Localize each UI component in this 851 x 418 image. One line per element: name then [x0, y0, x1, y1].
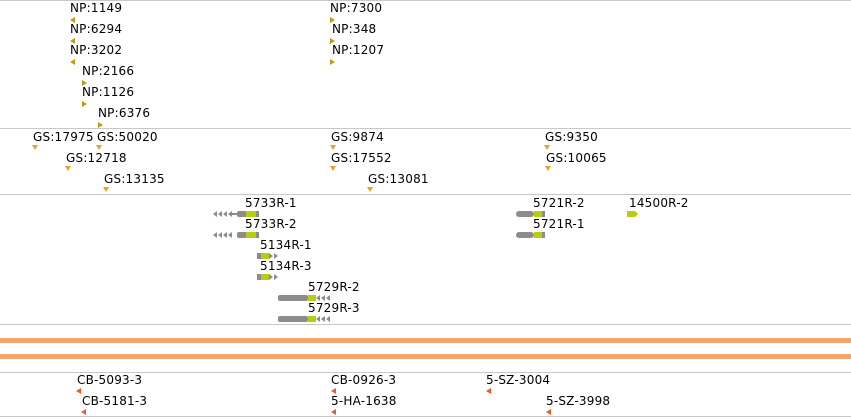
feature-label[interactable]: 5721R-1	[533, 217, 585, 231]
gs-label[interactable]: GS:12718	[66, 151, 127, 165]
track-divider	[0, 324, 851, 325]
clone-marker-icon[interactable]	[486, 388, 491, 394]
gs-label[interactable]: GS:9350	[545, 130, 598, 144]
sequence-band	[0, 354, 851, 359]
np-label[interactable]: NP:6376	[98, 106, 151, 120]
np-marker-icon[interactable]	[98, 122, 103, 128]
np-label[interactable]: NP:1207	[332, 43, 385, 57]
clone-label[interactable]: CB-5181-3	[82, 394, 148, 408]
clone-label[interactable]: CB-0926-3	[331, 373, 397, 387]
feature-label[interactable]: 5134R-3	[260, 259, 312, 273]
gs-label[interactable]: GS:13135	[104, 172, 165, 186]
feature-label[interactable]: 5721R-2	[533, 196, 585, 210]
feature-glyph[interactable]	[627, 211, 639, 217]
gs-marker-icon[interactable]	[330, 166, 336, 171]
clone-marker-icon[interactable]	[546, 409, 551, 415]
feature-glyph[interactable]	[257, 253, 281, 259]
gs-label[interactable]: GS:17552	[331, 151, 392, 165]
gs-label[interactable]: GS:13081	[368, 172, 429, 186]
clone-label[interactable]: 5-SZ-3998	[546, 394, 611, 408]
clone-label[interactable]: 5-SZ-3004	[486, 373, 551, 387]
np-label[interactable]: NP:6294	[70, 22, 123, 36]
feature-label[interactable]: 5729R-3	[308, 301, 360, 315]
feature-glyph[interactable]	[213, 232, 259, 238]
clone-marker-icon[interactable]	[76, 388, 81, 394]
clone-marker-icon[interactable]	[331, 388, 336, 394]
gs-label[interactable]: GS:10065	[546, 151, 607, 165]
gs-label[interactable]: GS:9874	[331, 130, 384, 144]
np-marker-icon[interactable]	[330, 17, 335, 23]
np-marker-icon[interactable]	[70, 17, 75, 23]
gs-label[interactable]: GS:50020	[97, 130, 158, 144]
track-divider	[0, 0, 851, 1]
feature-glyph[interactable]	[278, 295, 333, 301]
gs-marker-icon[interactable]	[103, 187, 109, 192]
feature-glyph[interactable]	[257, 274, 281, 280]
np-label[interactable]: NP:3202	[70, 43, 123, 57]
gs-marker-icon[interactable]	[96, 145, 102, 150]
np-marker-icon[interactable]	[330, 38, 335, 44]
feature-glyph[interactable]	[516, 232, 546, 238]
gs-label[interactable]: GS:17975	[33, 130, 94, 144]
feature-glyph[interactable]	[516, 211, 546, 217]
sequence-band	[0, 338, 851, 343]
clone-marker-icon[interactable]	[331, 409, 336, 415]
track-divider	[0, 372, 851, 373]
feature-label[interactable]: 5733R-2	[245, 217, 297, 231]
feature-label[interactable]: 5733R-1	[245, 196, 297, 210]
clone-label[interactable]: 5-HA-1638	[331, 394, 397, 408]
np-label[interactable]: NP:1149	[70, 1, 123, 15]
feature-label[interactable]: 14500R-2	[629, 196, 689, 210]
np-marker-icon[interactable]	[82, 101, 87, 107]
np-label[interactable]: NP:1126	[82, 85, 135, 99]
gs-marker-icon[interactable]	[544, 145, 550, 150]
np-marker-icon[interactable]	[70, 38, 75, 44]
track-divider	[0, 194, 851, 195]
clone-label[interactable]: CB-5093-3	[77, 373, 143, 387]
feature-glyph[interactable]	[213, 211, 259, 217]
feature-glyph[interactable]	[278, 316, 333, 322]
gs-marker-icon[interactable]	[330, 145, 336, 150]
np-marker-icon[interactable]	[82, 80, 87, 86]
np-marker-icon[interactable]	[330, 59, 335, 65]
np-marker-icon[interactable]	[70, 59, 75, 65]
np-label[interactable]: NP:7300	[330, 1, 383, 15]
track-divider	[0, 416, 851, 417]
feature-label[interactable]: 5134R-1	[260, 238, 312, 252]
np-label[interactable]: NP:348	[332, 22, 377, 36]
gs-marker-icon[interactable]	[545, 166, 551, 171]
gs-marker-icon[interactable]	[32, 145, 38, 150]
np-label[interactable]: NP:2166	[82, 64, 135, 78]
clone-marker-icon[interactable]	[81, 409, 86, 415]
gs-marker-icon[interactable]	[367, 187, 373, 192]
feature-label[interactable]: 5729R-2	[308, 280, 360, 294]
gs-marker-icon[interactable]	[65, 166, 71, 171]
track-divider	[0, 128, 851, 129]
